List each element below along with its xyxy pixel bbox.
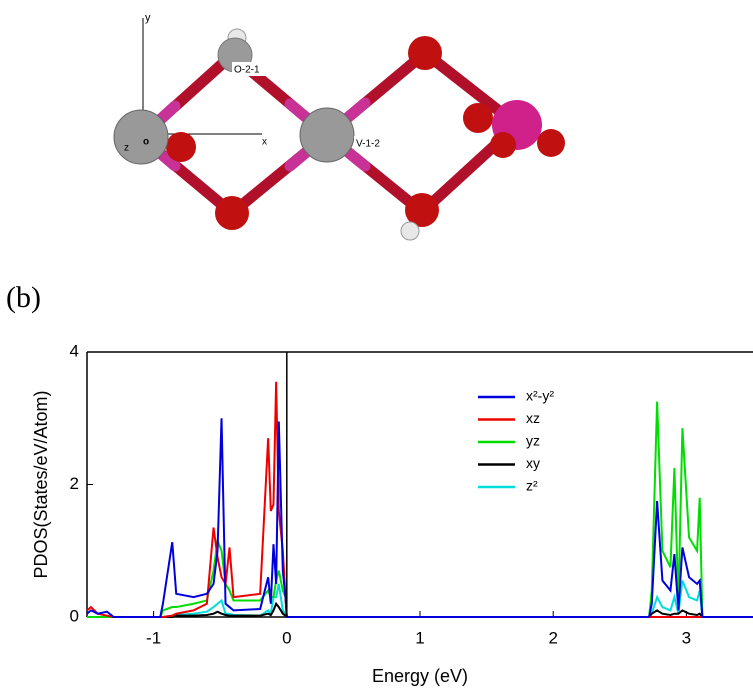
x-tick-label: 3 [682,628,691,647]
x-tick-label: -1 [146,628,161,647]
y-axis-label: PDOS(States/eV/Atom) [31,390,51,578]
panel-label: (b) [6,281,41,314]
legend-label: xy [526,455,540,471]
label-bg [232,62,266,76]
o-atom [408,36,442,70]
v-atom [299,107,355,163]
atom-label: O-2-1 [234,65,260,76]
label-bg [354,136,388,150]
axis-label: o [143,137,149,148]
o-atom [215,196,249,230]
x-axis-label: Energy (eV) [372,666,468,686]
series-line [86,418,753,618]
y-tick-label: 2 [70,474,79,493]
o-atom [463,103,493,133]
h-atom [400,221,420,241]
legend-label: x²-y² [526,388,554,404]
legend-label: z² [526,478,538,494]
x-tick-label: 0 [282,628,291,647]
v-atom [113,109,169,165]
axis-label: y [145,12,151,24]
o-atom [490,132,516,158]
o-atom [166,132,196,162]
structure: y O-2-1 z o x V-1-2 [113,12,565,241]
axis-label: z [124,143,129,154]
legend-label: xz [526,410,540,426]
atom-label: V-1-2 [356,139,380,150]
o-atom [405,193,439,227]
axis-label: x [262,137,267,148]
y-tick-label: 0 [70,606,79,625]
y-tick-label: 4 [70,341,79,360]
chart: 0 2 4 -1 0 1 2 3 Energy (eV) PDOS(States/eV/Atom)… [31,341,753,686]
legend-label: yz [526,433,540,449]
series-line [86,381,753,618]
x-tick-label: 1 [415,628,424,647]
x-tick-label: 2 [548,628,557,647]
o-atom [537,129,565,157]
